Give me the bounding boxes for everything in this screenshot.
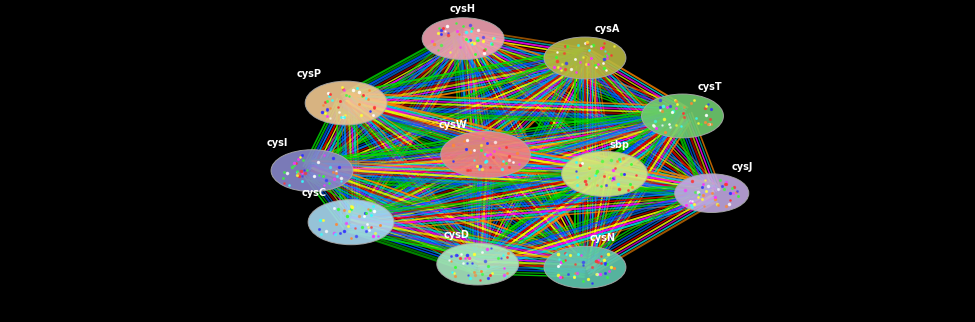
Text: cysI: cysI <box>266 138 288 148</box>
Ellipse shape <box>562 151 647 196</box>
Ellipse shape <box>441 131 530 178</box>
Ellipse shape <box>642 94 723 138</box>
Ellipse shape <box>437 243 519 285</box>
Text: cysA: cysA <box>595 24 620 34</box>
Text: cysH: cysH <box>450 5 476 14</box>
Ellipse shape <box>305 81 387 125</box>
Text: sbp: sbp <box>609 140 630 150</box>
Text: cysN: cysN <box>590 233 616 243</box>
Text: cysP: cysP <box>296 69 322 79</box>
Text: cysT: cysT <box>697 82 722 92</box>
Ellipse shape <box>544 37 626 79</box>
Ellipse shape <box>308 200 394 245</box>
Text: cysW: cysW <box>439 120 468 130</box>
Text: cysD: cysD <box>444 230 469 240</box>
Ellipse shape <box>544 246 626 288</box>
Ellipse shape <box>271 150 353 192</box>
Ellipse shape <box>675 174 749 213</box>
Text: cysC: cysC <box>301 188 327 198</box>
Ellipse shape <box>422 18 504 60</box>
Text: cysJ: cysJ <box>731 162 753 172</box>
